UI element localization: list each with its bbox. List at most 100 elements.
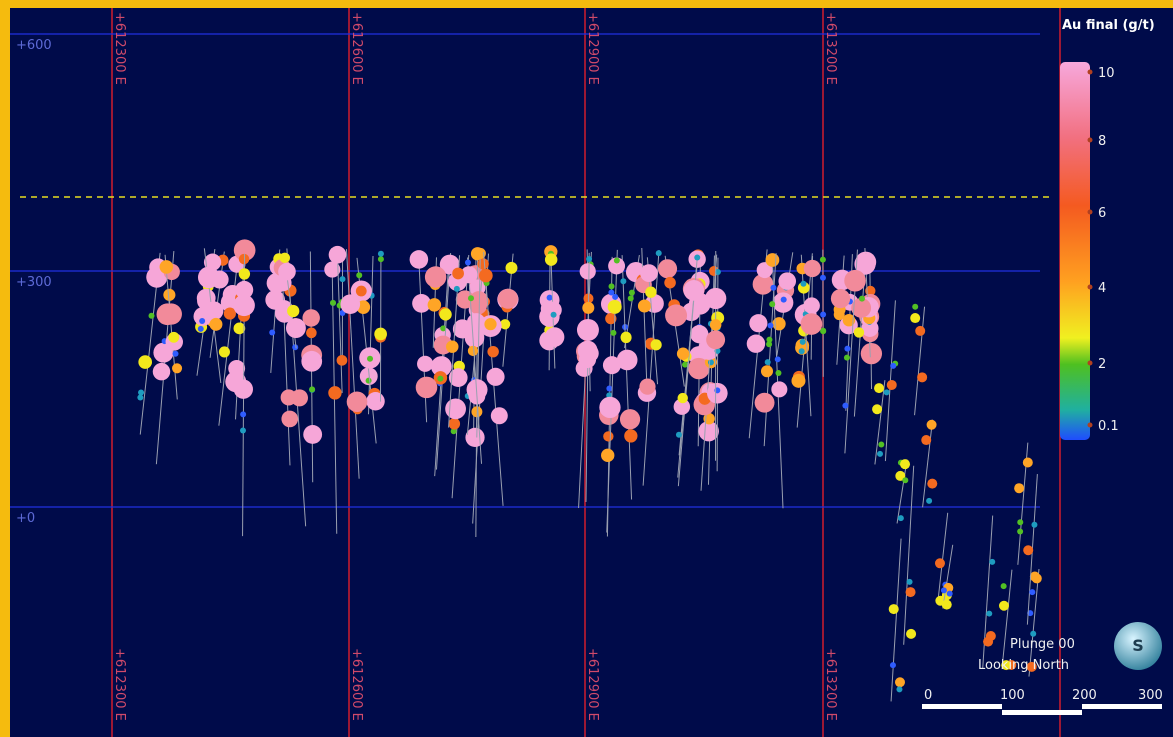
assay-sphere [446, 340, 459, 353]
assay-sphere [377, 250, 384, 257]
assay-sphere [927, 478, 938, 489]
assay-sphere [1031, 521, 1038, 528]
assay-sphere [437, 375, 444, 382]
assay-sphere [926, 419, 937, 430]
assay-sphere [240, 411, 247, 418]
assay-sphere [612, 293, 619, 300]
assay-sphere [355, 285, 367, 297]
assay-sphere [238, 268, 251, 280]
drill-trace [942, 544, 954, 609]
drill-trace [336, 251, 343, 394]
assay-sphere [860, 342, 883, 365]
assay-sphere [172, 363, 183, 374]
assay-sphere [301, 350, 323, 372]
assay-sphere [842, 402, 849, 409]
assay-sphere [897, 515, 904, 522]
assay-sphere [673, 398, 691, 415]
assay-sphere [921, 435, 932, 446]
assay-sphere [544, 327, 565, 347]
direction-text: Looking North [978, 658, 1069, 673]
assay-sphere [989, 558, 996, 565]
assay-sphere [883, 389, 890, 396]
assay-sphere [452, 319, 472, 339]
assay-sphere [820, 311, 827, 318]
assay-sphere [764, 359, 771, 366]
assay-sphere [467, 345, 479, 357]
assay-sphere [365, 377, 372, 384]
assay-sphere [1029, 589, 1036, 596]
assay-sphere [218, 346, 230, 358]
assay-sphere [544, 253, 558, 266]
assay-sphere [546, 294, 553, 301]
elevation-label: +600 [16, 38, 52, 53]
assay-sphere [682, 361, 689, 368]
assay-sphere [601, 448, 615, 463]
easting-label: +612600 E [349, 648, 364, 721]
assay-sphere [926, 497, 933, 504]
assay-sphere [374, 327, 387, 341]
assay-sphere [306, 327, 317, 339]
assay-sphere [912, 303, 919, 310]
assay-sphere [998, 600, 1009, 611]
assay-sphere [694, 254, 701, 261]
legend-tick [1087, 137, 1093, 143]
compass[interactable] [1114, 622, 1162, 670]
legend-label: 6 [1098, 206, 1106, 221]
assay-sphere [766, 336, 773, 343]
drill-trace [218, 252, 240, 426]
assay-sphere [946, 590, 953, 597]
assay-sphere [890, 362, 897, 369]
assay-sphere [820, 327, 827, 334]
assay-sphere [336, 354, 348, 366]
assay-sphere [767, 322, 774, 329]
assay-sphere [905, 587, 916, 598]
assay-sphere [452, 267, 464, 280]
legend-label: 4 [1098, 281, 1106, 296]
assay-sphere [427, 298, 442, 312]
drill-trace [903, 465, 915, 645]
assay-sphere [906, 628, 917, 639]
assay-sphere [637, 299, 651, 313]
assay-sphere [550, 311, 557, 318]
drill-trace [621, 255, 633, 500]
assay-sphere [346, 391, 368, 413]
assay-sphere [874, 383, 885, 394]
assay-sphere [469, 291, 489, 311]
assay-sphere [608, 283, 615, 290]
legend-tick [1087, 360, 1093, 366]
assay-sphere [798, 348, 805, 355]
assay-sphere [906, 578, 913, 585]
assay-sphere [1000, 583, 1007, 590]
assay-sphere [280, 389, 297, 406]
assay-sphere [479, 268, 493, 283]
assay-sphere [477, 258, 489, 270]
assay-sphere [760, 365, 774, 378]
assay-sphere [279, 252, 291, 264]
assay-sphere [1031, 573, 1042, 584]
assay-sphere [774, 356, 781, 363]
assay-sphere [233, 239, 256, 262]
assay-sphere [844, 345, 851, 352]
drill-trace [585, 252, 590, 503]
assay-sphere [137, 394, 144, 401]
assay-sphere [439, 308, 452, 321]
assay-sphere [900, 459, 911, 470]
compass-label[interactable]: S [1132, 636, 1144, 655]
scale-label: 0 [924, 688, 932, 703]
legend-label: 8 [1098, 134, 1106, 149]
assay-sphere [340, 294, 361, 315]
assay-sphere [603, 431, 614, 442]
assay-sphere [833, 309, 845, 321]
assay-sphere [505, 261, 518, 274]
assay-sphere [417, 355, 434, 372]
assay-sphere [440, 325, 447, 332]
assay-sphere [889, 662, 896, 669]
drill-trace [896, 459, 908, 524]
assay-sphere [172, 350, 179, 357]
assay-sphere [484, 318, 497, 331]
assay-sphere [616, 349, 638, 371]
assay-sphere [640, 264, 658, 283]
assay-sphere [645, 286, 657, 298]
elevation-label: +0 [16, 511, 35, 526]
